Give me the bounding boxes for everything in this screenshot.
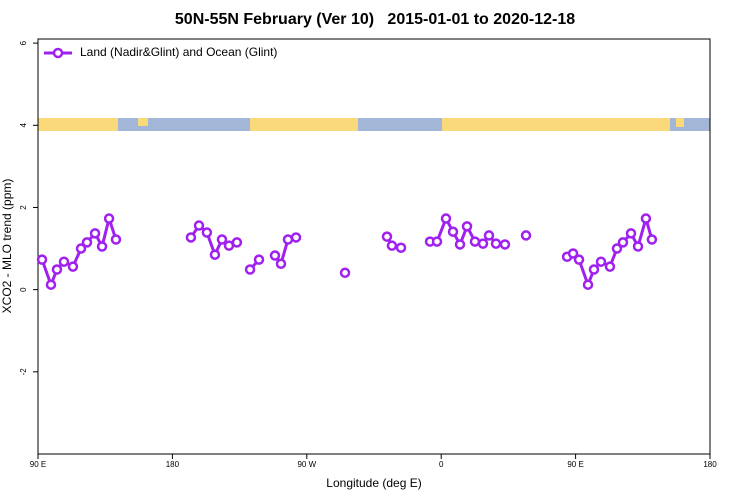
y-tick-label: 0 bbox=[19, 287, 28, 292]
y-tick-label: -2 bbox=[19, 368, 28, 376]
data-point bbox=[81, 237, 93, 248]
data-point bbox=[110, 234, 122, 245]
data-point bbox=[499, 239, 511, 250]
data-point bbox=[75, 243, 87, 254]
data-point bbox=[282, 234, 294, 245]
data-point bbox=[51, 264, 63, 275]
y-axis-label: XCO2 - MLO trend (ppm) bbox=[0, 179, 14, 314]
data-point bbox=[461, 221, 473, 232]
data-point bbox=[604, 261, 616, 272]
data-point bbox=[646, 234, 658, 245]
data-point bbox=[483, 230, 495, 241]
data-point bbox=[469, 236, 481, 247]
data-point bbox=[96, 241, 108, 252]
data-point bbox=[573, 254, 585, 265]
y-tick-label: 2 bbox=[19, 205, 28, 210]
data-point bbox=[640, 213, 652, 224]
data-point bbox=[611, 243, 623, 254]
data-point bbox=[275, 258, 287, 270]
data-point bbox=[625, 228, 637, 239]
data-point bbox=[386, 240, 398, 251]
x-tick-label: 0 bbox=[439, 460, 444, 469]
data-point bbox=[58, 256, 70, 267]
x-tick-label: 180 bbox=[703, 460, 717, 469]
data-point bbox=[447, 226, 459, 237]
data-point bbox=[477, 238, 489, 249]
data-point bbox=[216, 234, 228, 245]
data-point bbox=[595, 256, 607, 267]
x-tick-label: 180 bbox=[166, 460, 180, 469]
data-point bbox=[231, 237, 243, 248]
data-point bbox=[381, 231, 393, 242]
x-axis-label: Longitude (deg E) bbox=[326, 476, 421, 490]
data-point bbox=[567, 248, 579, 259]
data-point bbox=[209, 249, 221, 260]
data-point bbox=[440, 213, 452, 224]
data-point bbox=[193, 220, 205, 231]
data-point bbox=[269, 250, 281, 261]
data-point bbox=[632, 241, 644, 252]
x-tick-label: 90 E bbox=[30, 460, 46, 469]
legend-label: Land (Nadir&Glint) and Ocean (Glint) bbox=[80, 45, 277, 59]
data-point bbox=[520, 230, 532, 241]
y-tick-label: 6 bbox=[19, 40, 28, 45]
x-tick-label: 90 W bbox=[297, 460, 316, 469]
data-point bbox=[103, 213, 115, 224]
data-point bbox=[45, 279, 57, 290]
y-tick-label: 4 bbox=[19, 123, 28, 128]
data-point bbox=[339, 267, 351, 279]
data-point bbox=[582, 279, 594, 290]
data-point bbox=[36, 254, 48, 265]
data-point bbox=[617, 237, 629, 248]
map-strip bbox=[38, 118, 710, 131]
data-point bbox=[490, 238, 502, 249]
data-point bbox=[454, 239, 466, 250]
data-point bbox=[253, 254, 265, 265]
data-point bbox=[67, 261, 79, 272]
data-point bbox=[89, 228, 101, 239]
data-point bbox=[431, 236, 443, 247]
x-tick-label: 90 E bbox=[567, 460, 583, 469]
data-point bbox=[290, 232, 302, 243]
plot-frame bbox=[37, 38, 711, 455]
data-point bbox=[201, 227, 213, 238]
data-point bbox=[185, 232, 197, 243]
data-point bbox=[588, 264, 600, 275]
data-point bbox=[244, 264, 256, 275]
chart-title: 50N-55N February (Ver 10) 2015-01-01 to … bbox=[175, 11, 575, 28]
data-point bbox=[395, 242, 407, 253]
legend-marker bbox=[52, 47, 64, 59]
